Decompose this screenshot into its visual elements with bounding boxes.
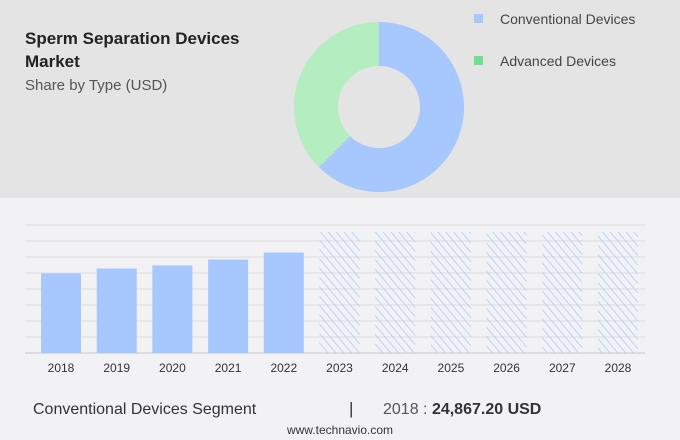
- separator: |: [349, 399, 354, 418]
- x-tick-label: 2023: [326, 361, 353, 375]
- bar-2019: [96, 268, 137, 353]
- forecast-bar-2026: [486, 232, 527, 353]
- legend-swatch: [474, 56, 483, 65]
- segment-value: 2018 : 24,867.20 USD: [383, 401, 541, 419]
- bar-2021: [208, 259, 249, 353]
- forecast-bar-2027: [542, 232, 583, 353]
- legend-advanced: Advanced Devices: [474, 53, 616, 69]
- x-tick-label: 2025: [438, 361, 465, 375]
- donut-slice-1: [294, 22, 379, 168]
- x-tick-label: 2019: [103, 361, 130, 375]
- x-tick-label: 2018: [48, 361, 75, 375]
- chart-title: Sperm Separation Devices Market: [25, 29, 240, 71]
- forecast-bar-2025: [430, 232, 471, 353]
- x-tick-label: 2024: [382, 361, 409, 375]
- x-tick-label: 2028: [605, 361, 632, 375]
- x-tick-label: 2022: [270, 361, 297, 375]
- bar-2022: [263, 252, 304, 353]
- x-tick-label: 2021: [215, 361, 242, 375]
- segment-amount: 24,867.20 USD: [431, 401, 542, 418]
- donut-slice-0: [318, 22, 465, 192]
- legend-label: Conventional Devices: [500, 11, 636, 27]
- bar-chart: 2018 2019 2020 2021 2022 2023 2024 2025 2026 2027…: [25, 224, 645, 375]
- segment-label: Conventional Devices Segment: [33, 401, 257, 418]
- forecast-bar-2028: [598, 232, 638, 353]
- forecast-bar-2024: [375, 232, 416, 353]
- chart-subtitle: Share by Type (USD): [25, 77, 168, 94]
- bar-2020: [152, 265, 193, 353]
- legend-swatch: [474, 14, 483, 23]
- x-tick-label: 2027: [549, 361, 576, 375]
- segment-year: 2018: [383, 401, 419, 418]
- donut-chart: [294, 22, 465, 192]
- legend-label: Advanced Devices: [500, 53, 616, 69]
- x-tick-label: 2020: [159, 361, 186, 375]
- forecast-bar-2023: [319, 232, 360, 353]
- legend-conventional: Conventional Devices: [474, 11, 635, 27]
- bar-2018: [41, 273, 81, 353]
- segment-colon: :: [418, 401, 432, 418]
- x-tick-label: 2026: [493, 361, 520, 375]
- source-url: www.technavio.com: [286, 423, 394, 437]
